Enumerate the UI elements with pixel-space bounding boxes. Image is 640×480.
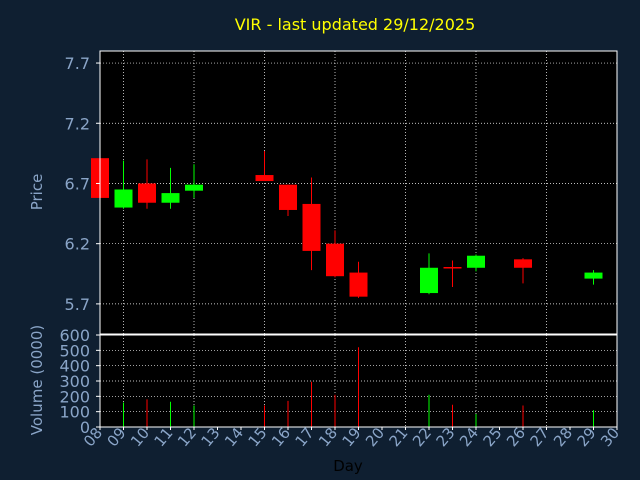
day-tick-label: 11: [151, 424, 177, 450]
price-tick-label: 6.2: [65, 235, 90, 254]
candle-body: [584, 272, 603, 279]
volume-tick-label: 600: [59, 326, 90, 345]
day-tick-label: 12: [174, 424, 200, 450]
volume-axis-label: Volume (0000): [28, 325, 46, 435]
day-tick-label: 24: [456, 424, 482, 450]
day-tick-label: 29: [574, 424, 600, 450]
day-tick-label: 16: [268, 424, 294, 450]
day-tick-label: 21: [386, 424, 412, 450]
day-tick-label: 25: [480, 424, 506, 450]
candle-body: [467, 255, 485, 268]
day-tick-label: 22: [409, 424, 435, 450]
day-tick-label: 10: [127, 424, 153, 450]
day-tick-label: 17: [292, 424, 318, 450]
candle-body: [161, 193, 180, 203]
day-tick-labels: 0809101112131415161718192021222324252627…: [80, 424, 623, 450]
price-axis-label: Price: [28, 174, 46, 211]
volume-tick-label: 200: [59, 387, 90, 406]
candle-body: [279, 184, 297, 210]
volume-tick-label: 500: [59, 341, 90, 360]
candle-body: [138, 183, 156, 203]
volume-tick-label: 100: [59, 403, 90, 422]
day-axis-label: Day: [333, 457, 363, 475]
day-tick-label: 18: [315, 424, 341, 450]
day-tick-label: 13: [198, 424, 224, 450]
candle-body: [302, 203, 321, 251]
day-tick-label: 19: [339, 424, 365, 450]
price-frame: [99, 50, 618, 335]
day-tick-label: 23: [433, 424, 459, 450]
price-tick-label: 5.7: [65, 295, 90, 314]
candle-body: [114, 189, 133, 208]
candle-body: [185, 184, 203, 191]
price-tick-label: 7.7: [65, 54, 90, 73]
candle-body: [349, 272, 368, 297]
volume-bars: [123, 347, 594, 427]
candle-body: [514, 259, 532, 268]
day-tick-label: 15: [245, 424, 271, 450]
day-tick-label: 30: [597, 424, 623, 450]
chart-title: VIR - last updated 29/12/2025: [235, 15, 476, 34]
price-tick-labels: 7.7 7.2 6.7 6.2 5.7: [65, 54, 100, 314]
candle-body: [420, 267, 438, 294]
day-tick-label: 26: [503, 424, 529, 450]
day-tick-label: 27: [527, 424, 553, 450]
volume-tick-label: 300: [59, 372, 90, 391]
candle-body: [255, 175, 274, 182]
price-tick-label: 7.2: [65, 114, 90, 133]
day-tick-label: 20: [362, 424, 388, 450]
day-tick-label: 14: [221, 424, 247, 450]
day-tick-label: 28: [550, 424, 576, 450]
volume-tick-label: 0: [80, 418, 90, 437]
volume-tick-label: 400: [59, 357, 90, 376]
price-tick-label: 6.7: [65, 174, 90, 193]
day-tick-label: 09: [104, 424, 130, 450]
candle-body: [326, 243, 344, 277]
